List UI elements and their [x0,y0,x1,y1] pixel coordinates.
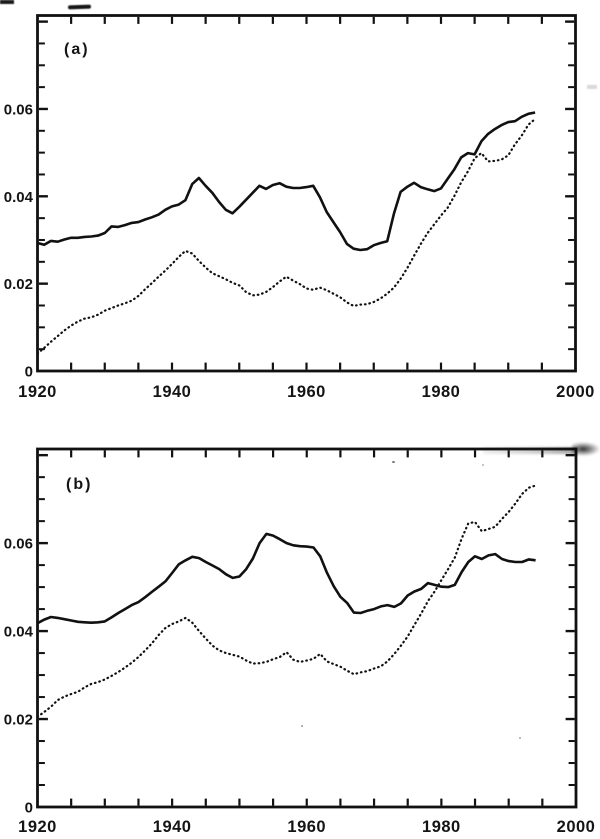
y-tick-label: 0 [25,364,33,381]
x-tick-label: 2000 [556,383,595,401]
series-solid-line [36,532,536,625]
panel-b: 0 0.02 0.04 0.06 1920 1940 1960 1980 2000 [4,447,596,836]
x-tick-label: 1940 [153,818,192,836]
plot-frame [36,14,577,373]
series-dotted-line [36,117,537,355]
y-tick-label: 0 [25,800,33,817]
panel-a-label: (a) [64,41,90,58]
x-tick-label: 1960 [287,818,326,836]
axis-ticks [38,16,575,370]
y-tick-label: 0.06 [4,101,33,118]
x-tick-label: 1940 [153,383,192,401]
series-dotted-line [36,484,537,718]
y-tick-label: 0.02 [4,712,33,729]
x-tick-label: 2000 [557,818,596,836]
axis-ticks [38,450,575,806]
panel-b-label: (b) [66,476,93,493]
x-tick-label: 1980 [422,818,461,836]
x-tick-label: 1920 [18,383,57,401]
panel-a: 0 0.02 0.04 0.06 1920 1940 1960 1980 2000 [4,14,595,401]
y-tick-label: 0.04 [4,189,34,206]
plot-frame [36,447,578,809]
y-tick-label: 0.06 [4,536,33,553]
x-tick-label: 1980 [422,383,461,401]
x-tick-label: 1960 [287,383,326,401]
y-tick-label: 0.02 [4,276,33,293]
y-tick-label: 0.04 [4,624,34,641]
x-tick-label: 1920 [18,818,57,836]
series-solid-line [37,111,536,252]
